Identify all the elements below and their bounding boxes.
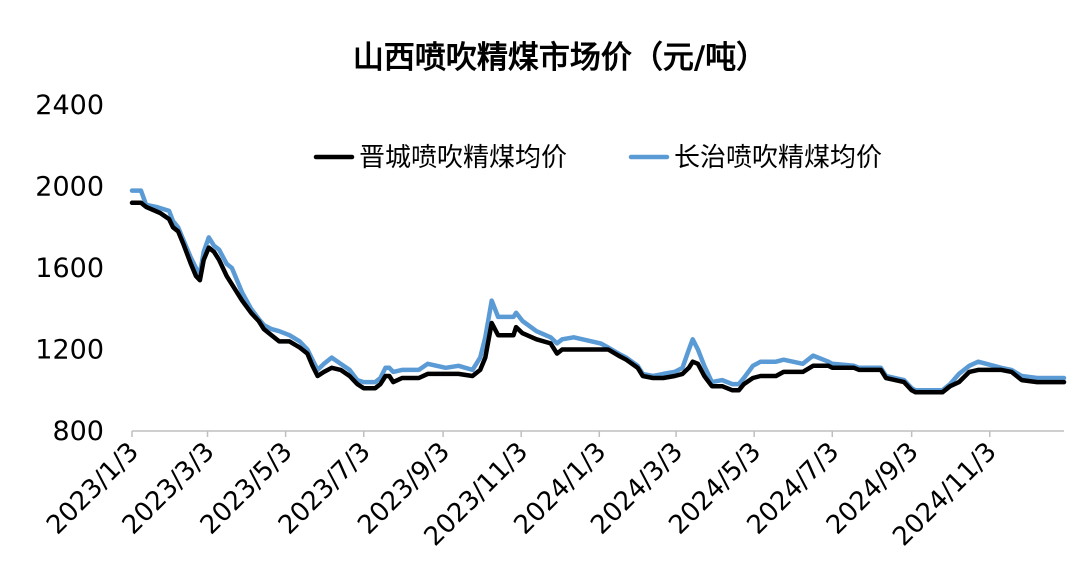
y-axis: 800 1200 1600 2000 2400: [35, 90, 104, 447]
legend: 晋城喷吹精煤均价 长治喷吹精煤均价: [313, 143, 882, 173]
legend-label: 晋城喷吹精煤均价: [359, 143, 567, 173]
y-tick-label: 2000: [35, 172, 104, 203]
chart-title: 山西喷吹精煤市场价（元/吨）: [353, 40, 767, 76]
series-layer: [129, 188, 1067, 395]
y-tick-label: 1600: [35, 253, 104, 284]
y-tick-label: 2400: [35, 90, 104, 121]
x-axis: 2023/1/32023/3/32023/5/32023/7/32023/9/3…: [41, 430, 1064, 552]
series-line-1: [129, 200, 1067, 395]
y-tick-label: 800: [52, 416, 104, 447]
legend-item: 长治喷吹精煤均价: [628, 143, 882, 173]
series-line-2: [129, 188, 1067, 393]
legend-item: 晋城喷吹精煤均价: [313, 143, 567, 173]
legend-label: 长治喷吹精煤均价: [674, 143, 882, 173]
y-tick-label: 1200: [35, 335, 104, 366]
